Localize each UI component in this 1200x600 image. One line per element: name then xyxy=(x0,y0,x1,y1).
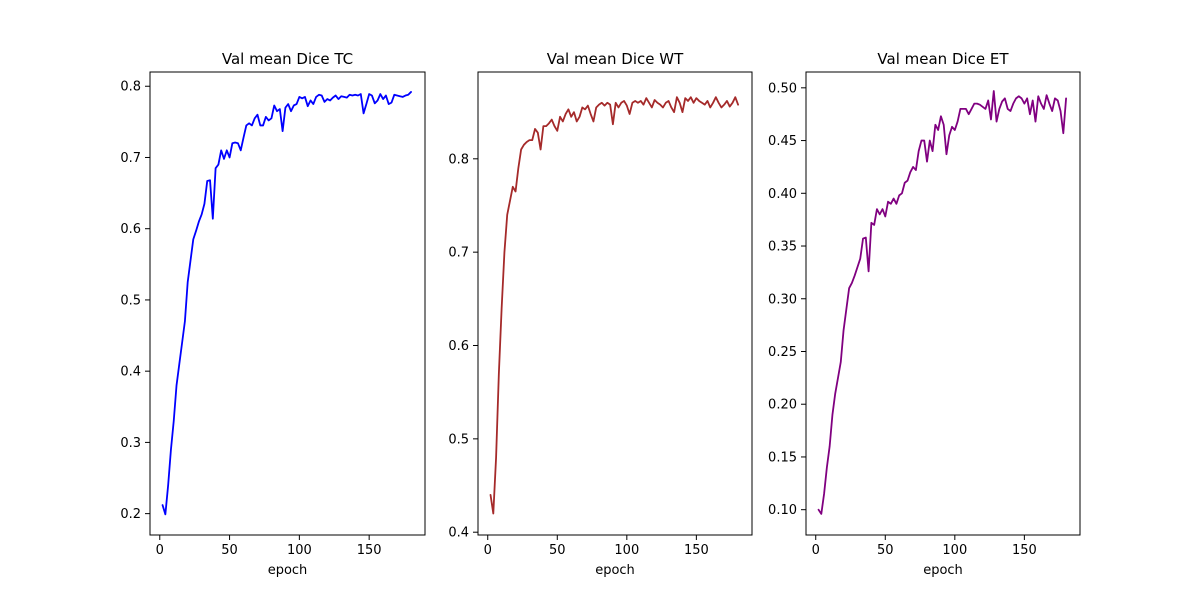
chart-title: Val mean Dice TC xyxy=(222,50,353,68)
x-tick-label: 150 xyxy=(1012,543,1037,558)
x-axis-label: epoch xyxy=(268,563,308,578)
y-tick-label: 0.4 xyxy=(120,365,141,380)
y-tick-label: 0.15 xyxy=(768,450,797,465)
y-tick-label: 0.7 xyxy=(120,151,141,166)
x-axis-label: epoch xyxy=(595,563,635,578)
x-axis-label: epoch xyxy=(923,563,963,578)
chart-panel-3: 0 50 100 150 0.10 0.15 0.20 0.25 0.30 0.35 0.40 0.4… xyxy=(768,50,1081,578)
chart-panel-2: 0 50 100 150 0.4 0.5 0.6 0.7 0.8 Val mean Dice WT… xyxy=(448,50,753,578)
x-tick-label: 50 xyxy=(877,543,894,558)
plot-frame xyxy=(149,71,426,536)
y-tick-label: 0.2 xyxy=(120,507,141,522)
y-tick-label: 0.3 xyxy=(120,436,141,451)
x-tick-label: 150 xyxy=(684,543,709,558)
y-tick-label: 0.5 xyxy=(120,293,141,308)
y-tick-label: 0.4 xyxy=(448,526,469,541)
series-line xyxy=(817,90,1067,515)
y-tick-label: 0.40 xyxy=(768,187,797,202)
chart-panel-1: 0 50 100 150 0.2 0.3 0.4 0.5 0.6 0.7 0.8 Val mean D… xyxy=(120,50,426,578)
y-tick-label: 0.25 xyxy=(768,345,797,360)
y-tick-label: 0.5 xyxy=(448,432,469,447)
y-tick-label: 0.6 xyxy=(448,339,469,354)
x-tick-label: 100 xyxy=(942,543,967,558)
y-tick-label: 0.7 xyxy=(448,246,469,261)
plot-frame xyxy=(477,71,753,536)
series-line xyxy=(161,91,412,516)
y-tick-label: 0.6 xyxy=(120,222,141,237)
y-tick-label: 0.8 xyxy=(448,152,469,167)
y-tick-label: 0.35 xyxy=(768,240,797,255)
x-tick-label: 100 xyxy=(287,543,312,558)
y-tick-label: 0.20 xyxy=(768,398,797,413)
chart-title: Val mean Dice ET xyxy=(877,50,1009,68)
x-tick-label: 150 xyxy=(357,543,382,558)
y-tick-label: 0.8 xyxy=(120,80,141,95)
x-tick-label: 100 xyxy=(614,543,639,558)
x-tick-label: 0 xyxy=(812,543,820,558)
x-tick-label: 50 xyxy=(221,543,238,558)
chart-title: Val mean Dice WT xyxy=(547,50,684,68)
y-tick-label: 0.10 xyxy=(768,503,797,518)
x-tick-label: 0 xyxy=(156,543,164,558)
y-tick-label: 0.45 xyxy=(768,134,797,149)
y-tick-label: 0.30 xyxy=(768,292,797,307)
plot-frame xyxy=(805,71,1081,536)
x-tick-label: 0 xyxy=(484,543,492,558)
y-tick-label: 0.50 xyxy=(768,81,797,96)
series-line xyxy=(489,96,739,515)
x-tick-label: 50 xyxy=(549,543,566,558)
